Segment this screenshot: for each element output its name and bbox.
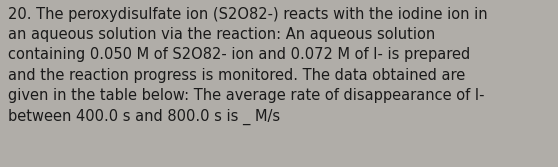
Text: 20. The peroxydisulfate ion (S2O82-) reacts with the iodine ion in
an aqueous so: 20. The peroxydisulfate ion (S2O82-) rea…: [8, 7, 488, 125]
